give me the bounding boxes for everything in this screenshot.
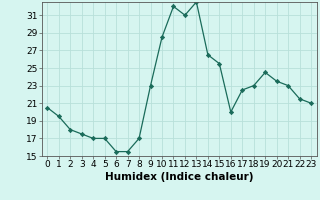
X-axis label: Humidex (Indice chaleur): Humidex (Indice chaleur) bbox=[105, 172, 253, 182]
